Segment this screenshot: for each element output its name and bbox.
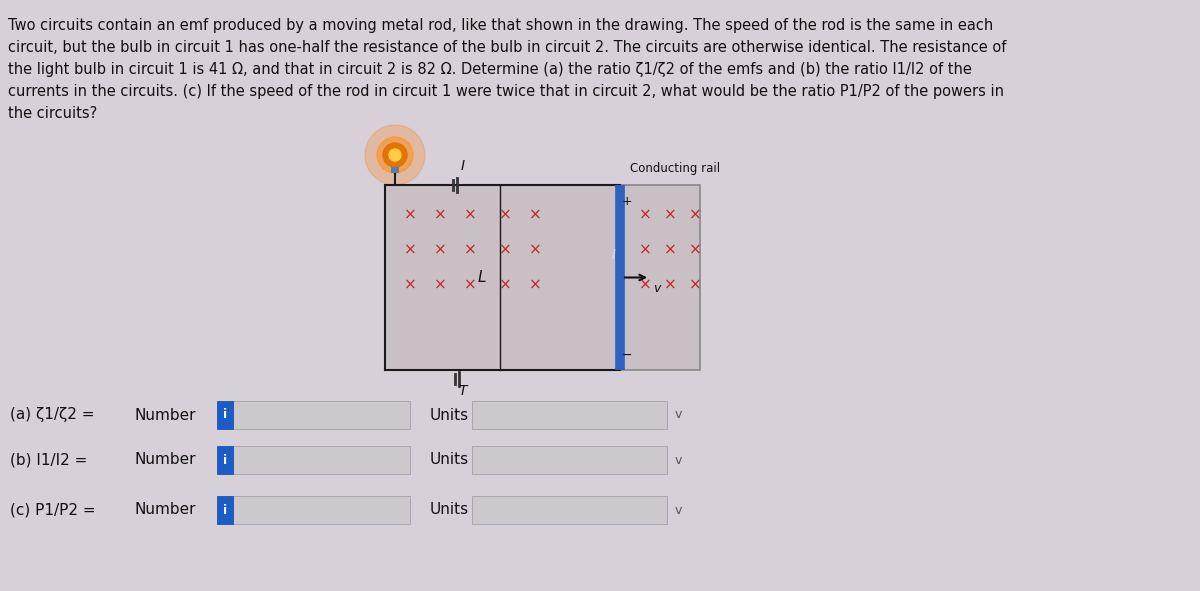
Text: ×: × [463, 278, 476, 293]
Circle shape [365, 125, 425, 185]
Text: ×: × [638, 242, 652, 258]
Text: currents in the circuits. (c) If the speed of the rod in circuit 1 were twice th: currents in the circuits. (c) If the spe… [8, 84, 1004, 99]
Text: i: i [223, 453, 227, 466]
Text: l: l [612, 249, 616, 262]
Text: Units: Units [430, 502, 469, 518]
Text: Units: Units [430, 408, 469, 423]
Text: ×: × [403, 242, 416, 258]
FancyBboxPatch shape [385, 185, 700, 370]
FancyBboxPatch shape [391, 167, 398, 173]
Text: ×: × [499, 207, 511, 222]
Text: v: v [653, 282, 660, 296]
Text: (c) P1/P2 =: (c) P1/P2 = [10, 502, 96, 518]
Text: ×: × [638, 207, 652, 222]
Text: i: i [223, 408, 227, 421]
Text: ×: × [664, 278, 677, 293]
Text: ×: × [433, 278, 446, 293]
Text: Number: Number [134, 408, 197, 423]
Text: circuit, but the bulb in circuit 1 has one-half the resistance of the bulb in ci: circuit, but the bulb in circuit 1 has o… [8, 40, 1007, 55]
Text: (a) ζ1/ζ2 =: (a) ζ1/ζ2 = [10, 408, 95, 423]
Text: ×: × [499, 278, 511, 293]
Text: ×: × [689, 207, 701, 222]
Text: ×: × [463, 207, 476, 222]
Text: the circuits?: the circuits? [8, 106, 97, 121]
Text: ×: × [529, 242, 541, 258]
Text: i: i [223, 504, 227, 517]
FancyBboxPatch shape [217, 496, 233, 524]
FancyBboxPatch shape [472, 401, 667, 429]
Circle shape [389, 149, 401, 161]
Text: Units: Units [430, 453, 469, 467]
Text: (b) I1/I2 =: (b) I1/I2 = [10, 453, 88, 467]
FancyBboxPatch shape [230, 401, 410, 429]
FancyBboxPatch shape [230, 446, 410, 474]
Text: I: I [461, 159, 464, 173]
Text: the light bulb in circuit 1 is 41 Ω, and that in circuit 2 is 82 Ω. Determine (a: the light bulb in circuit 1 is 41 Ω, and… [8, 62, 972, 77]
Text: −: − [622, 349, 632, 362]
Text: L: L [478, 270, 486, 285]
Text: ×: × [638, 278, 652, 293]
Text: ×: × [664, 207, 677, 222]
Text: ×: × [529, 207, 541, 222]
Text: ×: × [463, 242, 476, 258]
FancyBboxPatch shape [217, 401, 233, 429]
Text: ×: × [689, 278, 701, 293]
Text: v: v [674, 408, 683, 421]
Text: v: v [674, 453, 683, 466]
FancyBboxPatch shape [472, 446, 667, 474]
Text: ×: × [689, 242, 701, 258]
FancyBboxPatch shape [217, 446, 233, 474]
Text: ×: × [433, 242, 446, 258]
FancyBboxPatch shape [230, 496, 410, 524]
Text: ×: × [433, 207, 446, 222]
Text: ×: × [403, 207, 416, 222]
FancyBboxPatch shape [472, 496, 667, 524]
Text: Number: Number [134, 502, 197, 518]
Text: T: T [458, 384, 467, 398]
Text: ×: × [499, 242, 511, 258]
Circle shape [383, 143, 407, 167]
Text: Two circuits contain an emf produced by a moving metal rod, like that shown in t: Two circuits contain an emf produced by … [8, 18, 994, 33]
Text: v: v [674, 504, 683, 517]
Text: ×: × [529, 278, 541, 293]
Text: +: + [622, 195, 632, 208]
Circle shape [377, 137, 413, 173]
Text: ×: × [403, 278, 416, 293]
Text: ×: × [664, 242, 677, 258]
Text: Number: Number [134, 453, 197, 467]
Text: Conducting rail: Conducting rail [630, 162, 720, 175]
